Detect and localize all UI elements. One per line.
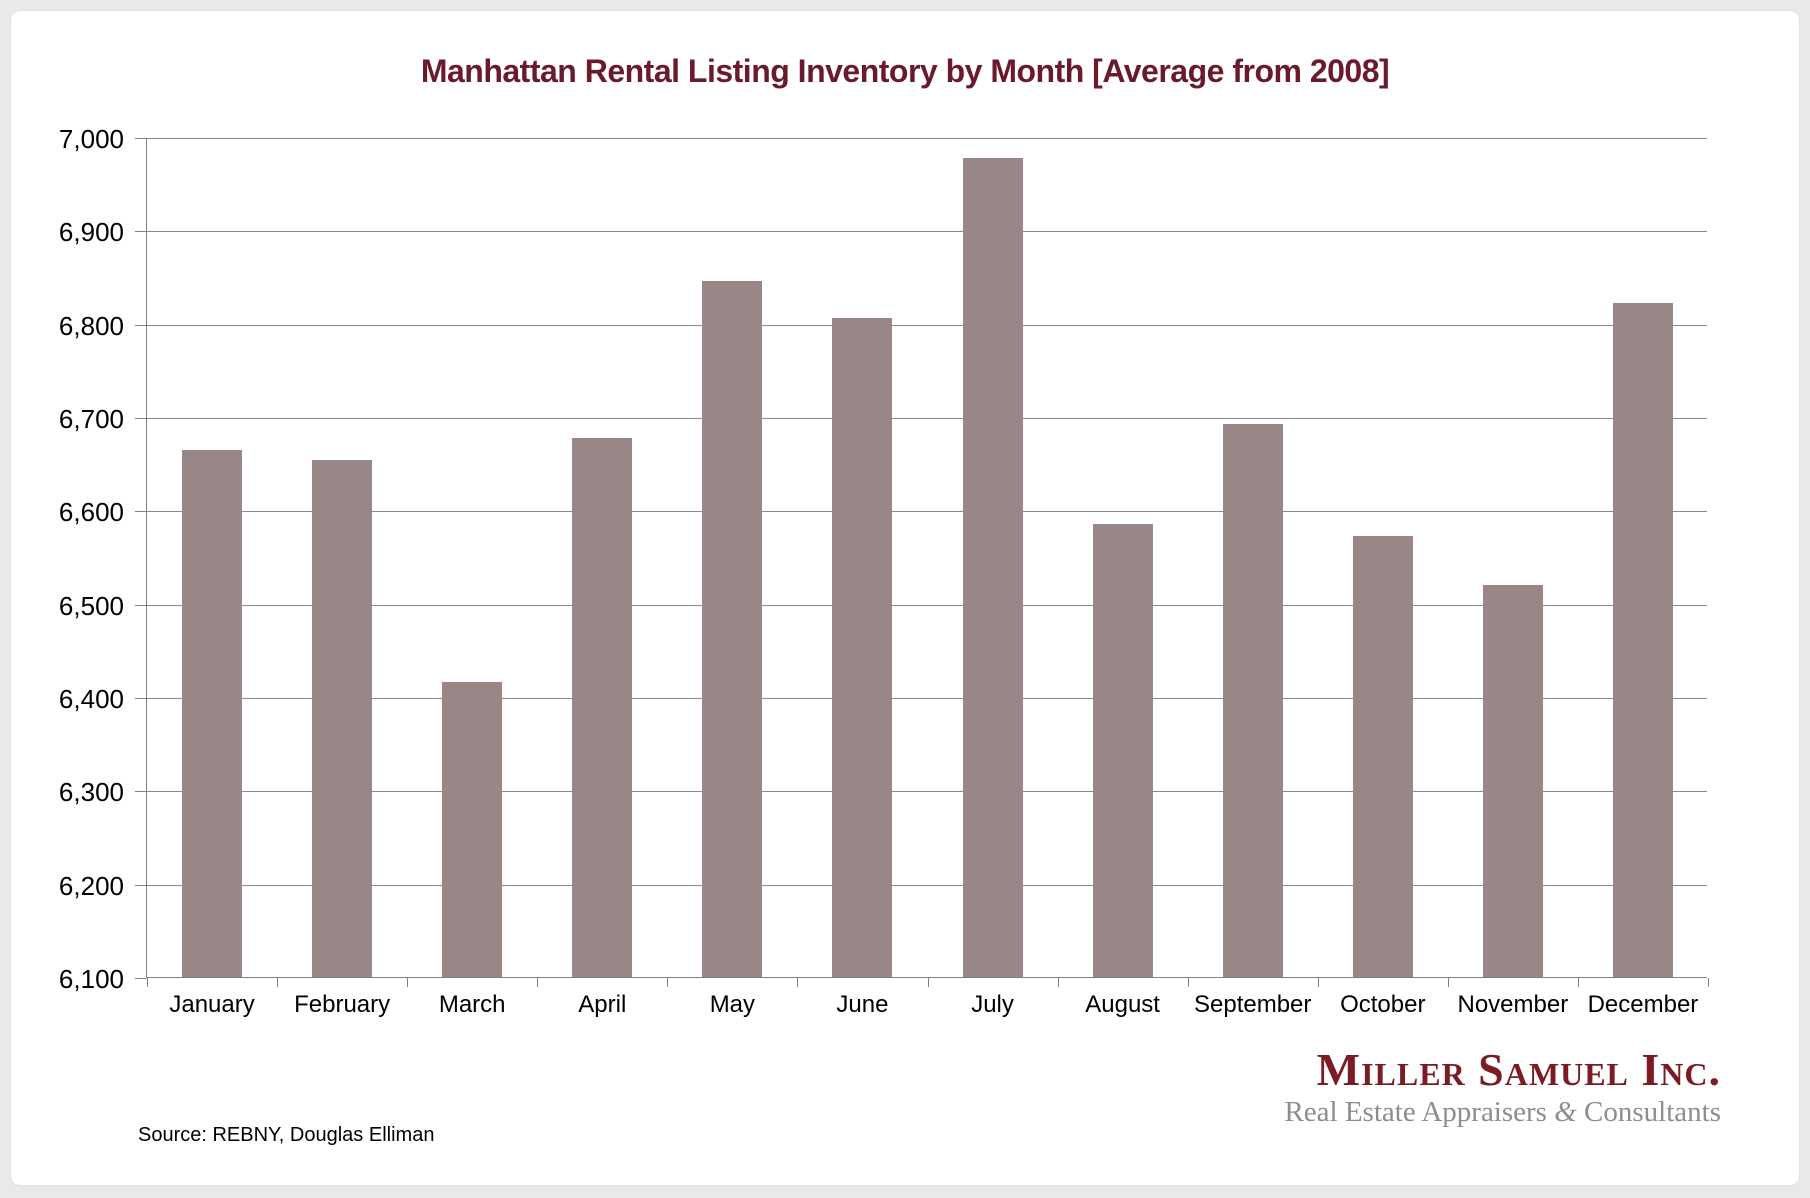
gridline-6,200 — [147, 884, 1707, 886]
x-axis-tick-2 — [407, 978, 409, 987]
logo-tagline-left: Real Estate Appraisers — [1284, 1096, 1555, 1128]
y-axis-tick-6,900 — [135, 231, 146, 233]
y-axis-tick-6,600 — [135, 511, 146, 513]
y-axis-tick-6,200 — [135, 884, 146, 886]
gridline-6,800 — [147, 324, 1707, 326]
x-axis-tick-9 — [1317, 978, 1319, 987]
logo-tagline: Real Estate Appraisers & Consultants — [1284, 1093, 1721, 1131]
gridline-7,000 — [147, 138, 1707, 139]
y-axis-label-7,000: 7,000 — [58, 124, 124, 154]
y-axis-label-6,200: 6,200 — [58, 870, 124, 901]
x-axis-label-february: February — [294, 991, 391, 1018]
y-axis-label-6,400: 6,400 — [58, 684, 124, 714]
logo-tagline-right: Consultants — [1576, 1096, 1721, 1128]
bar-september — [1222, 423, 1283, 977]
x-axis-label-december: December — [1587, 991, 1699, 1018]
x-axis-tick-4 — [667, 978, 669, 987]
x-axis-label-march: March — [438, 991, 506, 1018]
bar-december — [1612, 303, 1673, 977]
x-axis-label-july: July — [971, 991, 1014, 1018]
x-axis-tick-0 — [147, 978, 148, 987]
x-axis-label-august: August — [1085, 991, 1160, 1018]
x-axis-label-june: June — [836, 991, 889, 1018]
chart-title: Manhattan Rental Listing Inventory by Mo… — [420, 53, 1390, 89]
gridline-6,400 — [147, 698, 1707, 699]
y-axis-tick-6,700 — [135, 418, 146, 419]
x-axis-tick-8 — [1187, 978, 1189, 987]
x-axis-tick-6 — [927, 978, 929, 987]
gridline-6,300 — [147, 791, 1707, 793]
y-axis-tick-7,000 — [135, 138, 146, 139]
y-axis-label-6,800: 6,800 — [58, 310, 124, 341]
bar-june — [832, 318, 893, 977]
x-axis-tick-5 — [797, 978, 799, 987]
x-axis-tick-12 — [1708, 978, 1709, 987]
bar-november — [1482, 585, 1543, 977]
x-axis-label-october: October — [1340, 991, 1426, 1018]
y-axis-label-6,700: 6,700 — [58, 404, 124, 434]
x-axis-tick-11 — [1577, 978, 1579, 987]
bar-january — [182, 449, 243, 977]
gridline-6,900 — [147, 231, 1707, 233]
gridline-6,700 — [147, 418, 1707, 419]
footer-notes: Source: REBNY, Douglas Elliman Copyright… — [138, 1065, 714, 1198]
y-axis-tick-6,400 — [135, 698, 146, 699]
gridline-6,500 — [147, 604, 1707, 606]
x-axis-tick-3 — [537, 978, 539, 987]
y-axis-label-6,900: 6,900 — [58, 217, 124, 248]
gridline-6,600 — [147, 511, 1707, 513]
x-axis-label-january: January — [169, 991, 255, 1018]
bar-october — [1352, 536, 1413, 977]
bar-february — [312, 459, 373, 977]
x-axis-tick-1 — [277, 978, 279, 987]
plot-area: January February March April May June July Augu… — [146, 138, 1709, 1018]
x-axis-label-september: September — [1193, 991, 1312, 1018]
x-axis-tick-10 — [1447, 978, 1449, 987]
bar-april — [572, 437, 633, 977]
bar-august — [1092, 524, 1153, 977]
y-axis-label-6,300: 6,300 — [58, 777, 124, 808]
logo-tagline-amp: & — [1554, 1096, 1577, 1128]
bar-march — [442, 682, 503, 977]
bar-july — [962, 158, 1023, 977]
y-axis-label-6,100: 6,100 — [58, 964, 124, 994]
logo-name: Miller Samuel Inc. — [1316, 1044, 1721, 1095]
x-axis-tick-7 — [1057, 978, 1059, 987]
x-axis-label-may: May — [709, 991, 756, 1018]
y-axis-tick-6,500 — [135, 604, 146, 606]
y-axis-tick-6,800 — [135, 324, 146, 326]
miller-samuel-logo: Miller Samuel Inc. Real Estate Appraiser… — [1284, 1047, 1721, 1131]
x-axis-label-november: November — [1457, 991, 1569, 1018]
source-text: Source: REBNY, Douglas Elliman — [138, 1124, 435, 1146]
chart-card: Manhattan Rental Listing Inventory by Mo… — [10, 10, 1800, 1186]
y-axis-tick-6,100 — [135, 978, 146, 979]
bar-may — [702, 280, 763, 977]
x-axis-label-april: April — [578, 991, 627, 1018]
y-axis-label-6,600: 6,600 — [58, 497, 124, 528]
y-axis-label-6,500: 6,500 — [58, 590, 124, 621]
y-axis-tick-6,300 — [135, 791, 146, 793]
